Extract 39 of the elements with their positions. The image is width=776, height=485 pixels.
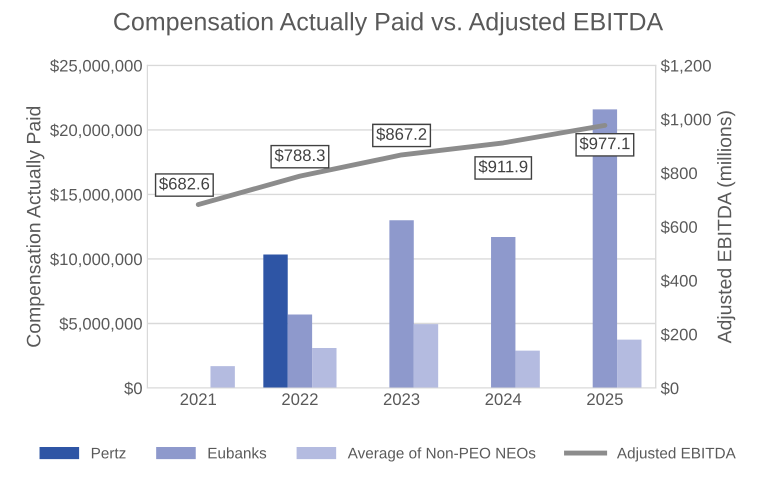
y-tick-label: $0 [124, 382, 142, 396]
bar [389, 220, 414, 388]
y2-tick-label: $200 [660, 328, 698, 342]
y-tick-label: $15,000,000 [50, 188, 142, 203]
x-tick-label: 2022 [282, 393, 318, 406]
y2-tick-label: $400 [660, 274, 698, 288]
y2-tick-label: $1,200 [660, 59, 711, 74]
x-tick-label: 2025 [587, 393, 623, 406]
data-label: $788.3 [274, 148, 325, 162]
y2-tick-label: $800 [660, 166, 698, 180]
bar [263, 254, 288, 388]
legend-label: Average of Non-PEO NEOs [348, 447, 536, 462]
bar [515, 350, 540, 388]
y2-tick-label: $1,000 [660, 112, 711, 128]
x-tick-label: 2023 [384, 393, 420, 406]
data-label: $911.9 [478, 160, 528, 174]
y2-axis-title: Adjusted EBITDA (millions) [717, 111, 736, 344]
data-label: $682.6 [159, 177, 210, 191]
bar [414, 324, 438, 388]
bar [617, 340, 642, 388]
data-label: $977.1 [580, 136, 630, 150]
bar [288, 314, 312, 388]
x-tick-label: 2024 [486, 393, 522, 406]
legend-label: Pertz [92, 448, 126, 459]
data-label: $867.2 [376, 127, 426, 141]
legend-label: Adjusted EBITDA [616, 447, 736, 462]
y2-tick-label: $0 [660, 382, 678, 396]
x-tick-label: 2021 [180, 393, 216, 406]
y-tick-label: $25,000,000 [50, 59, 142, 74]
y-axis-title: Compensation Actually Paid [26, 106, 44, 347]
chart-title: Compensation Actually Paid vs. Adjusted EBITDA [114, 12, 664, 36]
legend-label: Eubanks [208, 447, 266, 459]
bar [210, 366, 235, 388]
bar [491, 237, 516, 388]
y-tick-label: $20,000,000 [50, 124, 142, 138]
bar [312, 348, 337, 388]
y-tick-label: $5,000,000 [59, 317, 142, 332]
y2-tick-label: $600 [660, 220, 698, 234]
y-tick-label: $10,000,000 [50, 252, 142, 268]
